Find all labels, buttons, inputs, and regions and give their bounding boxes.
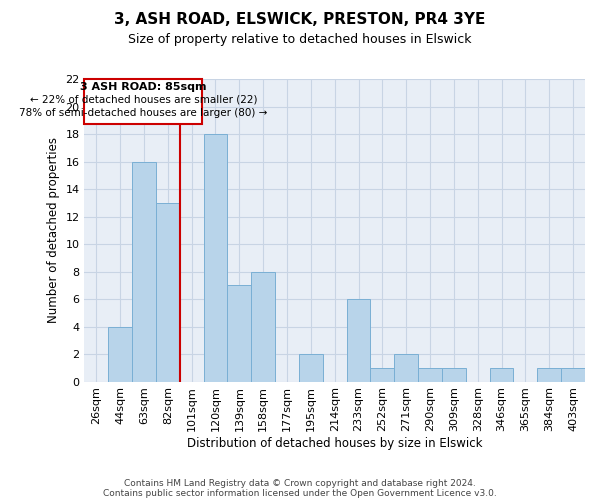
Bar	[561, 368, 585, 382]
Bar	[394, 354, 418, 382]
X-axis label: Distribution of detached houses by size in Elswick: Distribution of detached houses by size …	[187, 437, 482, 450]
Bar	[251, 272, 275, 382]
Text: 3, ASH ROAD, ELSWICK, PRESTON, PR4 3YE: 3, ASH ROAD, ELSWICK, PRESTON, PR4 3YE	[115, 12, 485, 28]
FancyBboxPatch shape	[85, 79, 202, 124]
Bar	[370, 368, 394, 382]
Bar	[227, 286, 251, 382]
Bar	[490, 368, 514, 382]
Bar	[108, 326, 132, 382]
Text: 3 ASH ROAD: 85sqm: 3 ASH ROAD: 85sqm	[80, 82, 206, 92]
Y-axis label: Number of detached properties: Number of detached properties	[47, 138, 60, 324]
Text: Contains public sector information licensed under the Open Government Licence v3: Contains public sector information licen…	[103, 488, 497, 498]
Text: Size of property relative to detached houses in Elswick: Size of property relative to detached ho…	[128, 32, 472, 46]
Text: ← 22% of detached houses are smaller (22): ← 22% of detached houses are smaller (22…	[29, 94, 257, 104]
Bar	[299, 354, 323, 382]
Bar	[156, 203, 180, 382]
Bar	[442, 368, 466, 382]
Bar	[203, 134, 227, 382]
Bar	[418, 368, 442, 382]
Bar	[538, 368, 561, 382]
Text: Contains HM Land Registry data © Crown copyright and database right 2024.: Contains HM Land Registry data © Crown c…	[124, 478, 476, 488]
Bar	[132, 162, 156, 382]
Bar	[347, 299, 370, 382]
Text: 78% of semi-detached houses are larger (80) →: 78% of semi-detached houses are larger (…	[19, 108, 268, 118]
